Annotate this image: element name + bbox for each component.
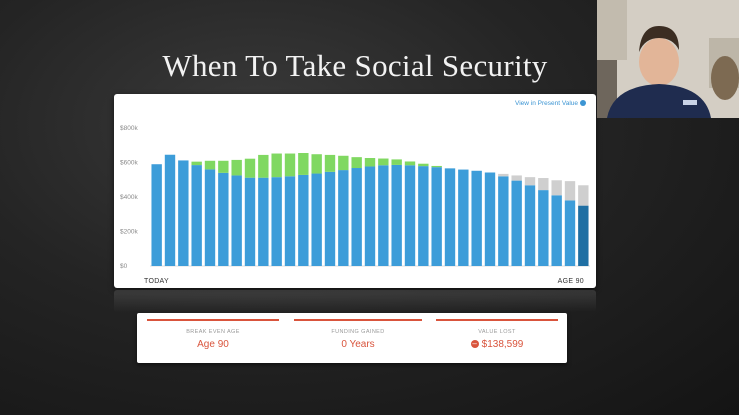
blue-bar-segment[interactable] [378,165,389,266]
blue-bar-segment[interactable] [511,180,522,266]
chart-reflection [114,290,596,312]
blue-bar-segment[interactable] [404,165,416,266]
green-bar-segment[interactable] [271,153,282,178]
stat-value: $138,599 [481,339,524,350]
green-bar-segment[interactable] [311,154,322,174]
blue-bar-segment[interactable] [298,174,309,266]
gray-bar-segment[interactable] [511,175,522,181]
green-bar-segment[interactable] [431,165,442,168]
blue-bar-segment[interactable] [444,168,456,266]
green-bar-segment[interactable] [351,157,362,169]
stat-value: Age 90 [197,339,229,350]
green-bar-segment[interactable] [364,158,376,167]
green-bar-segment[interactable] [191,161,202,166]
blue-bar-segment[interactable] [178,160,189,266]
blue-bar-segment[interactable] [324,171,336,266]
green-bar-segment[interactable] [284,153,296,177]
gray-bar-segment[interactable] [538,178,549,191]
stats-panel: BREAK EVEN AGE Age 90 FUNDING GAINED 0 Y… [137,313,567,363]
green-bar-segment[interactable] [378,158,389,166]
x-end-label: AGE 90 [557,278,584,285]
presenter-video-icon [597,0,739,118]
stat-value-lost: VALUE LOST – $138,599 [436,313,558,363]
stat-label: FUNDING GAINED [331,329,385,335]
gray-bar-segment[interactable] [578,185,589,206]
stat-accent-bar [147,319,279,321]
y-tick-label: $600k [120,160,138,167]
blue-bar-segment[interactable] [364,166,376,266]
blue-bar-segment[interactable] [498,176,509,266]
green-bar-segment[interactable] [231,159,242,176]
y-tick-label: $0 [120,263,128,270]
x-start-label: TODAY [144,278,169,285]
blue-bar-segment[interactable] [164,154,176,266]
blue-bar-segment[interactable] [151,164,162,266]
blue-bar-segment[interactable] [271,177,282,266]
stat-value: 0 Years [341,339,375,350]
blue-bar-segment[interactable] [311,173,322,266]
stat-label: BREAK EVEN AGE [186,329,240,335]
green-bar-segment[interactable] [244,158,256,178]
minus-icon: – [470,339,479,349]
blue-bar-segment[interactable] [431,167,442,266]
blue-bar-segment[interactable] [258,177,269,266]
bar-chart: $0 $200k $400k $600k $800k [120,125,590,270]
blue-bar-segment[interactable] [551,195,562,266]
stat-label: VALUE LOST [478,329,516,335]
blue-bar-segment[interactable] [204,169,216,266]
green-bar-segment[interactable] [404,161,416,166]
stat-accent-bar [294,319,422,321]
blue-bar-segment[interactable] [458,169,469,266]
gray-bar-segment[interactable] [498,173,509,177]
green-bar-segment[interactable] [218,160,229,173]
blue-bar-segment[interactable] [191,165,202,266]
gray-bar-segment[interactable] [551,180,562,196]
gray-bar-segment[interactable] [524,177,536,186]
blue-bar-segment[interactable] [218,172,229,266]
slide-title: When To Take Social Security [162,48,548,83]
green-bar-segment[interactable] [258,154,269,178]
stat-break-even: BREAK EVEN AGE Age 90 [147,313,279,363]
green-bar-segment[interactable] [324,154,336,172]
stat-value-row: – $138,599 [436,339,558,350]
y-tick-label: $400k [120,194,138,201]
help-icon[interactable] [580,100,586,107]
gray-bar-segment[interactable] [564,181,576,201]
green-bar-segment[interactable] [338,155,349,171]
blue-bar-segment[interactable] [231,175,242,266]
blue-bar-segment[interactable] [538,190,549,266]
blue-bar-segment[interactable] [284,176,296,266]
blue-bar-segment[interactable] [524,185,536,266]
webcam-feed [597,0,739,118]
blue-bar-segment[interactable] [391,164,402,266]
blue-bar-segment[interactable] [244,177,256,266]
green-bar-segment[interactable] [418,163,429,167]
present-value-link-label[interactable]: View in Present Value [515,100,578,107]
y-tick-label: $200k [120,229,138,236]
blue-bar-segment[interactable] [578,205,589,267]
green-bar-segment[interactable] [204,160,216,170]
blue-bar-segment[interactable] [418,166,429,266]
stat-funding-gained: FUNDING GAINED 0 Years [294,313,422,363]
blue-bar-segment[interactable] [471,170,482,266]
blue-bar-segment[interactable] [484,172,496,267]
blue-bar-segment[interactable] [351,168,362,266]
blue-bar-segment[interactable] [338,170,349,266]
green-bar-segment[interactable] [391,159,402,165]
chart-card: View in Present Value $0 $200k $400k $600k $… [114,94,596,288]
y-tick-label: $800k [120,125,138,132]
green-bar-segment[interactable] [298,153,309,175]
present-value-link[interactable]: View in Present Value [515,100,586,107]
blue-bar-segment[interactable] [564,200,576,266]
stat-accent-bar [436,319,558,321]
